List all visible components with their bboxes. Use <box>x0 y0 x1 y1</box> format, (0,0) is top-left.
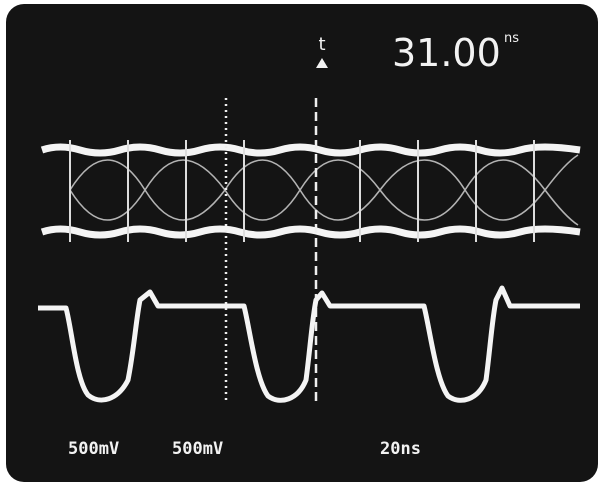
readout-unit: ns <box>504 31 519 46</box>
ch2-scale: 500mV <box>172 439 223 459</box>
readout-value: 31.00 <box>392 31 501 75</box>
eye-traces <box>69 154 579 226</box>
cursor-icon <box>316 58 328 68</box>
timebase: 20ns <box>380 439 421 459</box>
screen <box>6 4 598 482</box>
pulse-trace <box>38 285 580 403</box>
cursor-symbol: t <box>318 34 325 55</box>
graticule-ticks <box>69 140 535 242</box>
ch1-scale: 500mV <box>68 439 119 459</box>
